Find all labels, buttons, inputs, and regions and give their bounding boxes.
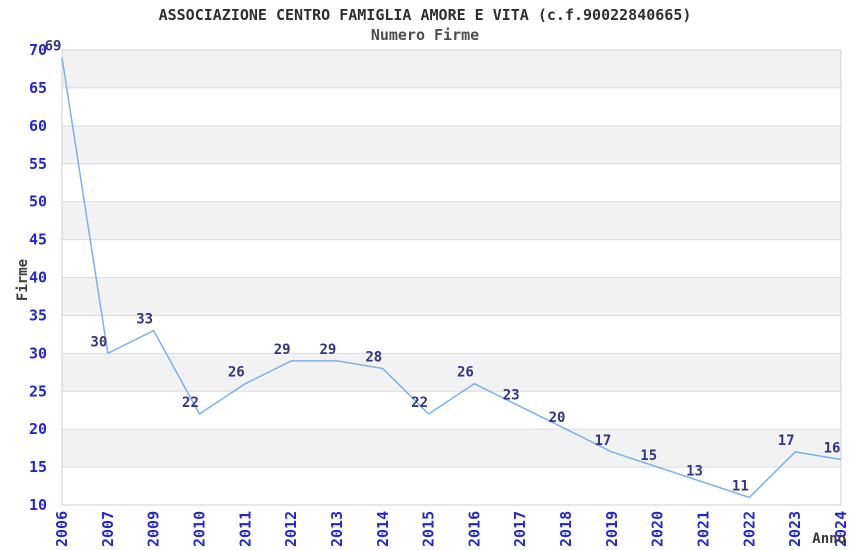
- row-band: [62, 50, 841, 88]
- data-point-label: 17: [778, 433, 795, 449]
- x-tick-label: 2011: [236, 511, 254, 547]
- row-band: [62, 277, 841, 316]
- x-tick-label: 2006: [53, 511, 71, 547]
- y-tick-label: 35: [29, 306, 47, 324]
- chart-title: ASSOCIAZIONE CENTRO FAMIGLIA AMORE E VIT…: [158, 6, 692, 24]
- data-point-label: 30: [90, 334, 107, 350]
- data-point-label: 13: [686, 463, 703, 479]
- data-point-label: 23: [503, 387, 520, 403]
- row-band: [62, 201, 841, 240]
- data-point-label: 11: [732, 478, 749, 494]
- data-point-label: 20: [549, 410, 566, 426]
- y-axis-title: Firme: [15, 259, 31, 301]
- x-tick-label: 2014: [374, 511, 392, 547]
- data-point-label: 22: [182, 395, 199, 411]
- data-point-label: 22: [411, 395, 428, 411]
- y-tick-label: 60: [29, 117, 47, 135]
- x-tick-label: 2019: [603, 511, 621, 547]
- y-tick-label: 40: [29, 269, 47, 287]
- row-band: [62, 125, 841, 164]
- data-point-label: 26: [228, 365, 245, 381]
- x-tick-label: 2021: [695, 511, 713, 547]
- plot-border: [61, 49, 842, 506]
- data-point-label: 29: [274, 342, 291, 358]
- row-band: [62, 353, 841, 392]
- x-tick-label: 2013: [328, 511, 346, 547]
- data-point-label: 28: [365, 350, 382, 366]
- y-tick-label: 50: [29, 193, 47, 211]
- data-line: [61, 57, 842, 499]
- x-axis-title: Anno: [812, 531, 846, 547]
- x-tick-label: 2016: [465, 511, 483, 547]
- x-tick-label: 2015: [420, 511, 438, 547]
- data-point-label: 15: [640, 448, 657, 464]
- data-point-label: 16: [824, 441, 841, 457]
- y-tick-label: 10: [29, 496, 47, 514]
- x-tick-label: 2009: [145, 511, 163, 547]
- x-tick-label: 2017: [511, 511, 529, 547]
- y-tick-label: 55: [29, 155, 47, 173]
- row-band: [62, 429, 841, 468]
- x-tick-label: 2007: [99, 511, 117, 547]
- x-tick-label: 2020: [649, 511, 667, 547]
- x-tick-label: 2022: [740, 511, 758, 547]
- data-point-label: 26: [457, 365, 474, 381]
- x-tick-label: 2012: [282, 511, 300, 547]
- data-point-label: 33: [136, 312, 153, 328]
- y-tick-label: 65: [29, 79, 47, 97]
- chart-subtitle: Numero Firme: [370, 26, 480, 44]
- data-point-label: 69: [45, 39, 62, 55]
- data-point-label: 29: [320, 342, 337, 358]
- x-tick-label: 2024: [832, 511, 850, 547]
- x-tick-label: 2018: [557, 511, 575, 547]
- y-tick-label: 15: [29, 458, 47, 476]
- y-tick-label: 25: [29, 382, 47, 400]
- x-tick-label: 2010: [190, 511, 208, 547]
- y-tick-label: 70: [29, 41, 47, 59]
- y-tick-label: 20: [29, 420, 47, 438]
- y-tick-label: 45: [29, 231, 47, 249]
- y-tick-label: 30: [29, 344, 47, 362]
- data-point-label: 17: [594, 433, 611, 449]
- x-tick-label: 2023: [786, 511, 804, 547]
